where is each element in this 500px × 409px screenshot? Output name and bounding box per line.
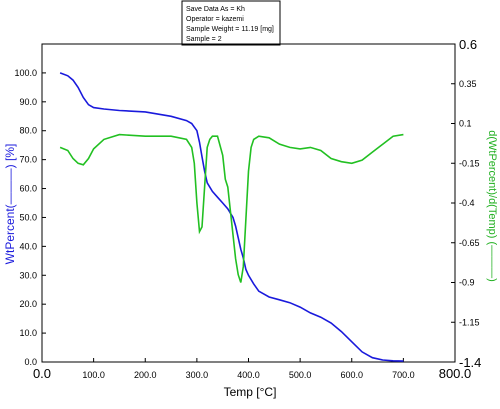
y-right-tick-label: -0.65 bbox=[459, 238, 480, 248]
y-right-axis-ticks: 0.6 0.35 0.1 -0.15 -0.4 -0.65 -0.9 -1.15 -1.4 bbox=[451, 37, 481, 370]
info-sample: Sample = 2 bbox=[186, 36, 222, 43]
x-tick-label: 600.0 bbox=[340, 370, 363, 380]
plot-frame bbox=[41, 43, 456, 363]
x-tick-label: 800.0 bbox=[439, 366, 472, 381]
y-right-tick-label: -1.4 bbox=[459, 355, 481, 370]
y-left-tick-label: 10.0 bbox=[19, 328, 37, 338]
y-right-tick-label: -0.15 bbox=[459, 158, 480, 168]
y-right-tick-label: 0.1 bbox=[459, 119, 472, 129]
x-axis-ticks: 0.0 100.0 200.0 300.0 400.0 500.0 600.0 700.0 80… bbox=[33, 358, 471, 381]
x-tick-label: 200.0 bbox=[134, 370, 157, 380]
y-right-tick-label: -0.4 bbox=[459, 198, 475, 208]
series-derivative bbox=[59, 133, 404, 283]
y-right-axis-label: d(WtPercent)/d(Temp) (———) bbox=[486, 130, 498, 282]
info-save-data: Save Data As = Kh bbox=[186, 6, 245, 13]
y-left-axis-ticks: 0.0 10.0 20.0 30.0 40.0 50.0 60.0 70.0 80.0 90.0 1… bbox=[14, 68, 46, 367]
info-operator: Operator = kazemi bbox=[186, 16, 244, 23]
x-tick-label: 0.0 bbox=[33, 366, 51, 381]
x-tick-label: 500.0 bbox=[289, 370, 312, 380]
x-tick-label: 400.0 bbox=[237, 370, 260, 380]
x-tick-label: 300.0 bbox=[186, 370, 209, 380]
info-sample-weight: Sample Weight = 11.19 [mg] bbox=[186, 26, 274, 33]
y-left-axis-label: WtPercent(———) [%] bbox=[3, 144, 17, 265]
y-right-tick-label: 0.35 bbox=[459, 79, 477, 89]
y-left-tick-label: 90.0 bbox=[19, 97, 37, 107]
y-right-tick-label: 0.6 bbox=[459, 37, 477, 52]
y-left-tick-label: 0.0 bbox=[24, 357, 37, 367]
y-left-tick-label: 20.0 bbox=[19, 299, 37, 309]
x-axis-label: Temp [°C] bbox=[224, 385, 277, 399]
y-left-tick-label: 30.0 bbox=[19, 270, 37, 280]
y-right-tick-label: -0.9 bbox=[459, 278, 475, 288]
x-tick-label: 700.0 bbox=[392, 370, 415, 380]
y-left-tick-label: 100.0 bbox=[14, 68, 37, 78]
y-right-tick-label: -1.15 bbox=[459, 317, 480, 327]
info-box: Save Data As = Kh Operator = kazemi Samp… bbox=[181, 0, 281, 46]
y-left-tick-label: 70.0 bbox=[19, 155, 37, 165]
x-tick-label: 100.0 bbox=[82, 370, 105, 380]
y-left-tick-label: 40.0 bbox=[19, 241, 37, 251]
y-left-tick-label: 50.0 bbox=[19, 212, 37, 222]
y-left-tick-label: 80.0 bbox=[19, 126, 37, 136]
series-weight-percent bbox=[59, 72, 404, 362]
y-left-tick-label: 60.0 bbox=[19, 184, 37, 194]
